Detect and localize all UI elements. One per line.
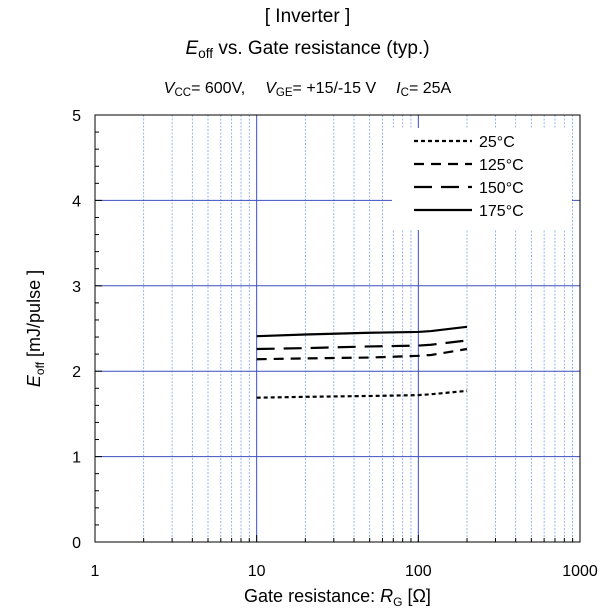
vcc-sub: CC [174,87,192,100]
y-tick-label: 0 [72,535,81,552]
x-tick-label: 10 [248,563,266,580]
series-line-125c [256,347,468,361]
chart-title-inverter: [ Inverter ] [0,6,615,28]
title-main-text: vs. Gate resistance (typ.) [213,38,430,59]
ic-symbol: I [396,80,401,97]
x-tick-label: 1000 [562,563,598,580]
series-lines [256,325,468,399]
vcc-value: = 600V, [191,80,246,97]
axes [94,114,581,543]
legend-label: 175°C [479,203,524,220]
ic-value: = 25A [408,80,452,97]
series-line-175c [256,325,468,338]
x-tick-label: 1 [91,563,100,580]
legend-label: 125°C [479,157,524,174]
chart-title-main: Eoff vs. Gate resistance (typ.) [0,38,615,61]
y-tick-label: 3 [72,279,81,296]
y-tick-label: 4 [72,193,81,210]
y-axis-label: Eoff [mJ/pulse ] [24,270,47,387]
title-symbol-e-sub: off [198,45,214,61]
vcc-symbol: V [163,80,175,97]
legend: 25°C 125°C 150°C 175°C [392,128,572,230]
legend-label: 150°C [479,180,524,197]
plot-frame [94,114,581,543]
title-symbol-e: E [185,38,199,59]
y-tick-label: 1 [72,450,81,467]
chart-conditions: VCC= 600V, VGE= +15/-15 V IC= 25A [0,80,615,99]
legend-box [392,128,572,230]
series-line-150c [256,339,468,351]
x-axis-label: Gate resistance: RG [Ω] [244,586,431,609]
vge-symbol: V [265,80,276,97]
ic-sub: C [400,87,409,100]
title-line-1: [ Inverter ] [264,6,351,27]
legend-label: 25°C [479,134,515,151]
vge-value: = +15/-15 V [292,80,377,97]
x-tick-label: 100 [405,563,432,580]
y-tick-label: 2 [72,364,81,381]
series-line-25c [256,389,468,399]
vge-sub: GE [275,87,293,100]
y-tick-label: 5 [72,108,81,125]
